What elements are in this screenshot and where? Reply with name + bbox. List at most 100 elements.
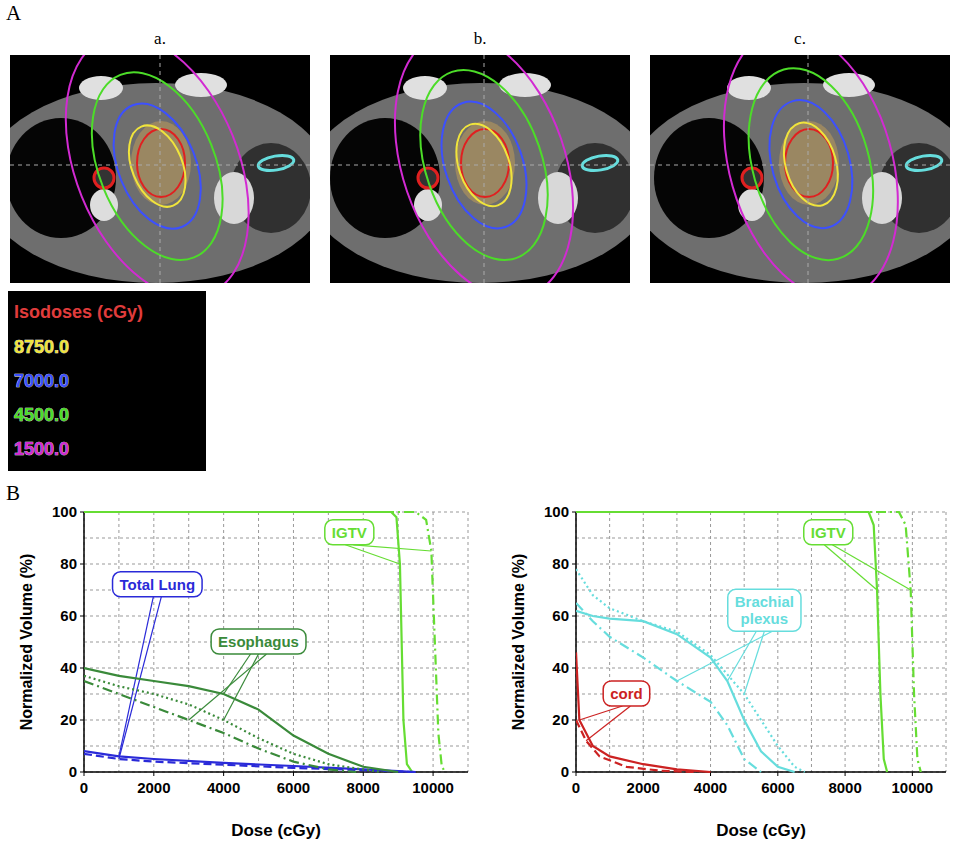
callout-label: Brachialplexus — [735, 593, 794, 627]
x-tick — [293, 772, 294, 776]
x-tick — [643, 772, 644, 776]
crosshair — [10, 165, 310, 166]
ct-spine — [738, 189, 766, 221]
callout-label: Total Lung — [120, 576, 196, 593]
grid-line — [84, 720, 468, 721]
isodose-legend-title: Isodoses (cGy) — [14, 302, 143, 322]
x-tick-label: 10000 — [412, 779, 454, 796]
dvh-curve — [84, 668, 398, 772]
y-axis — [575, 512, 577, 772]
y-tick — [572, 772, 576, 773]
callout-leader — [727, 631, 756, 681]
minor-grid-line — [84, 694, 468, 695]
isodose-legend-box — [8, 291, 206, 471]
minor-grid-line — [576, 746, 946, 747]
grid-line — [576, 564, 946, 565]
callout-leader — [677, 631, 772, 681]
callout-label: IGTV — [332, 524, 367, 541]
isodose-contour — [66, 55, 248, 279]
y-tick — [572, 564, 576, 565]
y-tick — [80, 512, 84, 513]
x-tick — [363, 772, 364, 776]
isodose-legend-label: 1500.0 — [14, 439, 69, 459]
minor-grid-line — [84, 538, 468, 539]
y-tick — [572, 512, 576, 513]
plexus-contour — [581, 153, 619, 173]
x-tick-label: 6000 — [761, 779, 794, 796]
y-tick-label: 80 — [60, 555, 77, 572]
minor-grid-line — [328, 512, 329, 772]
ct-image — [10, 55, 310, 283]
ct-image — [330, 55, 630, 283]
y-tick-label: 20 — [60, 711, 77, 728]
x-tick-label: 10000 — [892, 779, 934, 796]
x-tick-label: 8000 — [347, 779, 380, 796]
dvh-curve — [84, 754, 416, 772]
y-tick-label: 100 — [52, 503, 77, 520]
x-tick — [777, 772, 778, 776]
y-axis-title: Normalized Volume (%) — [18, 554, 35, 731]
plexus-contour — [905, 153, 943, 173]
x-tick — [153, 772, 154, 776]
grid-line — [777, 512, 778, 772]
callout-box — [603, 681, 650, 706]
image-label: b. — [474, 29, 487, 48]
isodose-legend-label: 8750.0 — [14, 337, 69, 357]
dvh-curve — [84, 512, 445, 772]
x-tick — [912, 772, 913, 776]
x-tick-label: 4000 — [694, 779, 727, 796]
curves — [576, 512, 921, 772]
dvh-curve — [576, 720, 694, 772]
dvh-curve — [576, 652, 711, 772]
x-tick-label: 6000 — [277, 779, 310, 796]
x-tick-label: 2000 — [137, 779, 170, 796]
y-tick-label: 60 — [60, 607, 77, 624]
crosshair — [160, 55, 161, 283]
y-tick-label: 40 — [60, 659, 77, 676]
x-tick — [845, 772, 846, 776]
y-tick — [572, 668, 576, 669]
callout-leader — [586, 706, 630, 741]
isodose-contour — [756, 90, 867, 238]
chart: 0200040006000800010000020406080100Dose (… — [510, 503, 946, 840]
minor-grid-line — [118, 512, 119, 772]
callout-box — [211, 629, 306, 654]
y-tick-label: 80 — [552, 555, 569, 572]
callout-leader — [224, 654, 251, 694]
panel-letter: B — [6, 481, 20, 505]
callouts: IGTVTotal LungEsophagus — [113, 520, 374, 654]
image-label: c. — [794, 29, 806, 48]
callout-box — [728, 589, 801, 631]
crosshair — [484, 55, 485, 283]
gtv-contour — [461, 129, 509, 197]
grid-line — [84, 512, 85, 772]
x-axis-title: Dose (cGy) — [716, 821, 806, 840]
ct-bone — [175, 73, 227, 97]
y-tick — [572, 616, 576, 617]
y-tick — [80, 616, 84, 617]
isodose-legend-label: 7000.0 — [14, 371, 69, 391]
figure: Aa.b.c.Isodoses (cGy)8750.07000.04500.01… — [0, 0, 959, 861]
x-tick-label: 0 — [80, 779, 88, 796]
chart: 0200040006000800010000020406080100Dose (… — [18, 503, 468, 840]
ct-bone — [727, 76, 771, 100]
dvh-curve — [576, 569, 805, 772]
ct-spine — [90, 189, 118, 221]
minor-grid-line — [576, 538, 946, 539]
curves — [84, 512, 445, 772]
x-axis-title: Dose (cGy) — [231, 821, 321, 840]
isodose-contour — [775, 116, 847, 212]
x-tick-label: 4000 — [207, 779, 240, 796]
y-tick — [80, 772, 84, 773]
gtv-contour — [137, 129, 185, 197]
y-axis — [83, 512, 85, 772]
crosshair — [330, 165, 630, 166]
callout-box — [113, 572, 203, 597]
grid-line — [84, 616, 468, 617]
isodose-contour — [362, 55, 606, 283]
leaders — [119, 545, 431, 759]
y-tick — [80, 668, 84, 669]
dvh-curve — [84, 676, 381, 772]
dvh-curve — [84, 751, 416, 772]
isodose-contour — [97, 91, 218, 242]
